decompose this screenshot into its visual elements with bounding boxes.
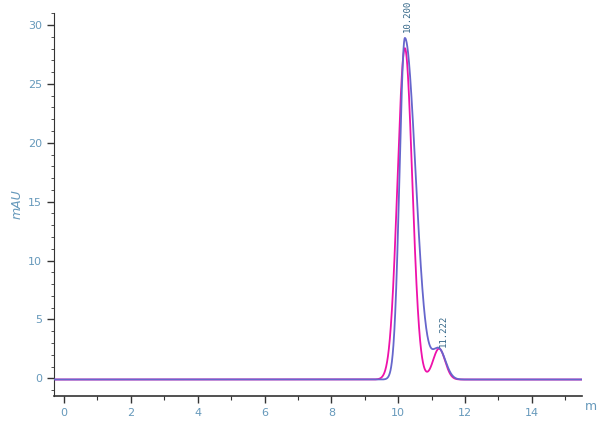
Text: 10.200: 10.200 xyxy=(403,0,412,32)
Y-axis label: mAU: mAU xyxy=(11,190,24,220)
Text: m: m xyxy=(586,400,598,413)
Text: 11.222: 11.222 xyxy=(439,314,448,347)
